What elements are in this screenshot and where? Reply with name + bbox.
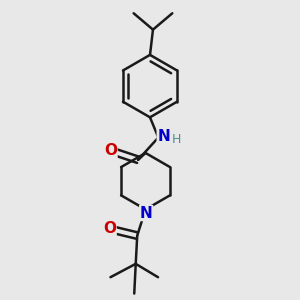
Text: N: N bbox=[140, 206, 152, 220]
Text: O: O bbox=[104, 143, 117, 158]
Text: H: H bbox=[172, 134, 181, 146]
Text: N: N bbox=[157, 129, 170, 144]
Text: O: O bbox=[103, 221, 116, 236]
